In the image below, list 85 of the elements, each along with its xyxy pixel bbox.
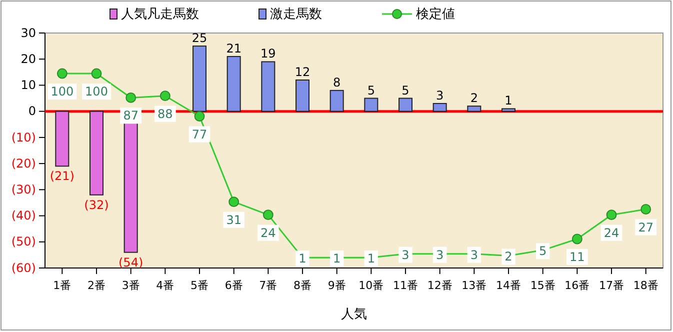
bar	[261, 61, 276, 112]
bar	[55, 110, 70, 167]
data-label: (32)	[84, 198, 109, 212]
data-label: 19	[260, 46, 276, 61]
bar	[364, 98, 378, 112]
data-label: 11	[570, 250, 585, 264]
data-label: 100	[50, 84, 74, 99]
data-label: 88	[158, 106, 173, 121]
x-tick-label: 3番	[122, 279, 140, 292]
data-label: 3	[402, 248, 410, 262]
data-label: 1	[333, 252, 341, 266]
data-label: 5	[402, 83, 410, 98]
bar	[432, 103, 447, 112]
y-tick-label: (20)	[11, 156, 36, 170]
bar	[192, 46, 206, 112]
legend-label: 検定値	[416, 7, 455, 22]
y-tick-label: (50)	[11, 234, 36, 249]
x-tick-label: 2番	[88, 279, 106, 292]
x-tick-label: 6番	[224, 279, 243, 292]
y-tick-label: (40)	[11, 208, 36, 223]
data-label: 12	[294, 65, 310, 79]
x-tick-label: 15番	[530, 279, 556, 292]
point	[606, 210, 617, 220]
point	[640, 204, 652, 214]
point	[160, 90, 170, 102]
x-tick-label: 10番	[358, 279, 384, 292]
data-label: 2	[504, 250, 512, 264]
y-tick-label: 10	[20, 78, 36, 92]
x-tick-label: 8番	[294, 279, 312, 292]
bar	[226, 56, 241, 112]
bar	[330, 90, 344, 112]
data-label: 31	[226, 212, 242, 227]
point	[194, 111, 205, 122]
point	[56, 68, 68, 79]
x-tick-label: 7番	[259, 279, 278, 292]
x-tick-label: 13番	[462, 279, 487, 292]
x-tick-label: 11番	[393, 279, 418, 292]
data-label: 77	[192, 127, 208, 142]
legend-label: 激走馬数	[270, 7, 322, 22]
y-tick-label: 20	[20, 52, 36, 66]
data-label: 25	[192, 31, 208, 46]
point	[572, 234, 582, 244]
bar	[398, 98, 412, 112]
data-label: 3	[436, 248, 444, 262]
bar	[296, 80, 310, 112]
y-tick-label: 30	[20, 26, 36, 40]
x-tick-label: 5番	[190, 279, 208, 292]
data-label: (54)	[118, 255, 144, 270]
x-tick-label: 14番	[496, 279, 521, 292]
data-label: 87	[123, 108, 138, 123]
data-label: 24	[260, 226, 276, 240]
point	[228, 196, 240, 208]
data-label: 5	[539, 244, 547, 258]
point	[91, 68, 102, 79]
data-label: 3	[470, 248, 478, 262]
x-tick-label: 4番	[156, 279, 174, 292]
point	[262, 210, 274, 220]
bar	[467, 106, 482, 112]
data-label: 1	[504, 94, 512, 108]
legend-label: 人気凡走馬数	[121, 7, 199, 22]
data-label: 8	[333, 75, 341, 90]
bar	[90, 110, 104, 196]
data-label: 21	[226, 42, 242, 56]
data-label: (21)	[50, 169, 74, 184]
x-tick-label: 9番	[328, 279, 346, 292]
x-tick-label: 17番	[599, 279, 624, 292]
y-tick-label: (30)	[11, 182, 36, 197]
x-tick-label: 18番	[633, 279, 658, 292]
data-label: 5	[367, 83, 375, 98]
data-label: 2	[470, 91, 478, 106]
x-tick-label: 1番	[53, 279, 72, 292]
data-label: 3	[436, 88, 444, 102]
y-tick-label: (60)	[11, 260, 36, 275]
bar	[502, 108, 516, 112]
y-tick-label: (10)	[11, 130, 36, 144]
point	[126, 92, 136, 103]
x-tick-label: 12番	[427, 279, 452, 292]
data-label: 24	[604, 226, 620, 240]
y-tick-label: 0	[28, 104, 36, 118]
data-label: 1	[298, 252, 306, 266]
data-label: 100	[85, 84, 108, 99]
data-label: 27	[638, 220, 654, 234]
x-axis-title: 人気	[341, 307, 367, 322]
x-tick-label: 16番	[564, 279, 590, 292]
data-label: 1	[367, 252, 375, 266]
